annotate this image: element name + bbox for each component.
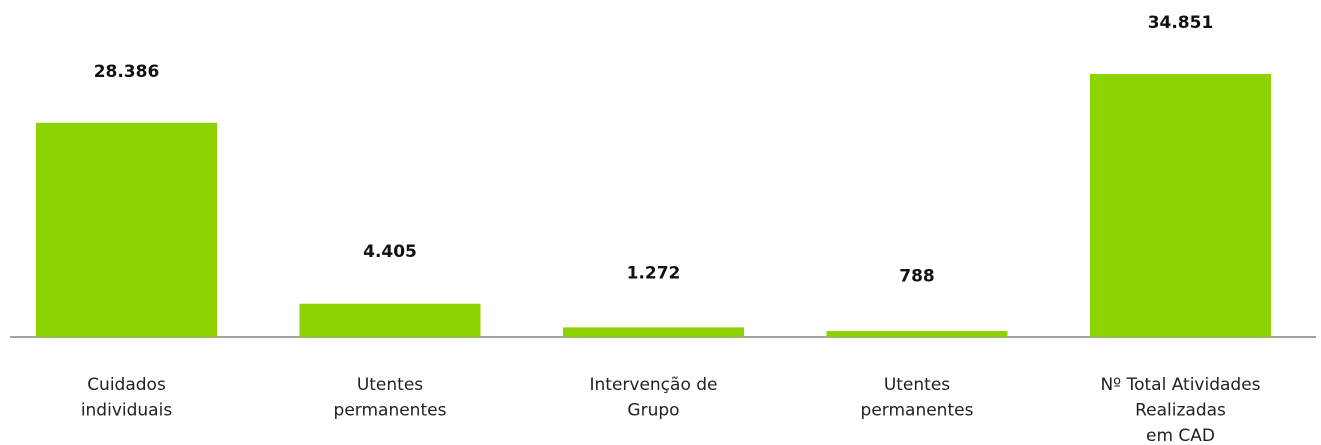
category-label: Utentes: [884, 375, 950, 395]
category-label: permanentes: [861, 401, 974, 421]
bar: [1090, 74, 1271, 337]
category-label: Nº Total Atividades: [1100, 375, 1260, 395]
category-label: Utentes: [357, 375, 423, 395]
category-label: Cuidados: [87, 375, 166, 395]
value-label: 28.386: [94, 62, 160, 82]
value-label: 4.405: [363, 242, 417, 262]
value-label: 1.272: [627, 263, 681, 283]
category-label: permanentes: [334, 401, 447, 421]
value-label: 34.851: [1148, 13, 1214, 33]
bar: [563, 327, 744, 337]
category-label: Intervenção de: [589, 375, 717, 395]
category-label: Realizadas: [1135, 401, 1226, 421]
value-label: 788: [899, 267, 935, 287]
category-label: Grupo: [627, 401, 679, 421]
bar: [299, 303, 481, 337]
bar: [826, 331, 1008, 337]
category-label: em CAD: [1146, 426, 1215, 445]
bar: [36, 122, 217, 337]
category-label: individuais: [81, 401, 173, 421]
